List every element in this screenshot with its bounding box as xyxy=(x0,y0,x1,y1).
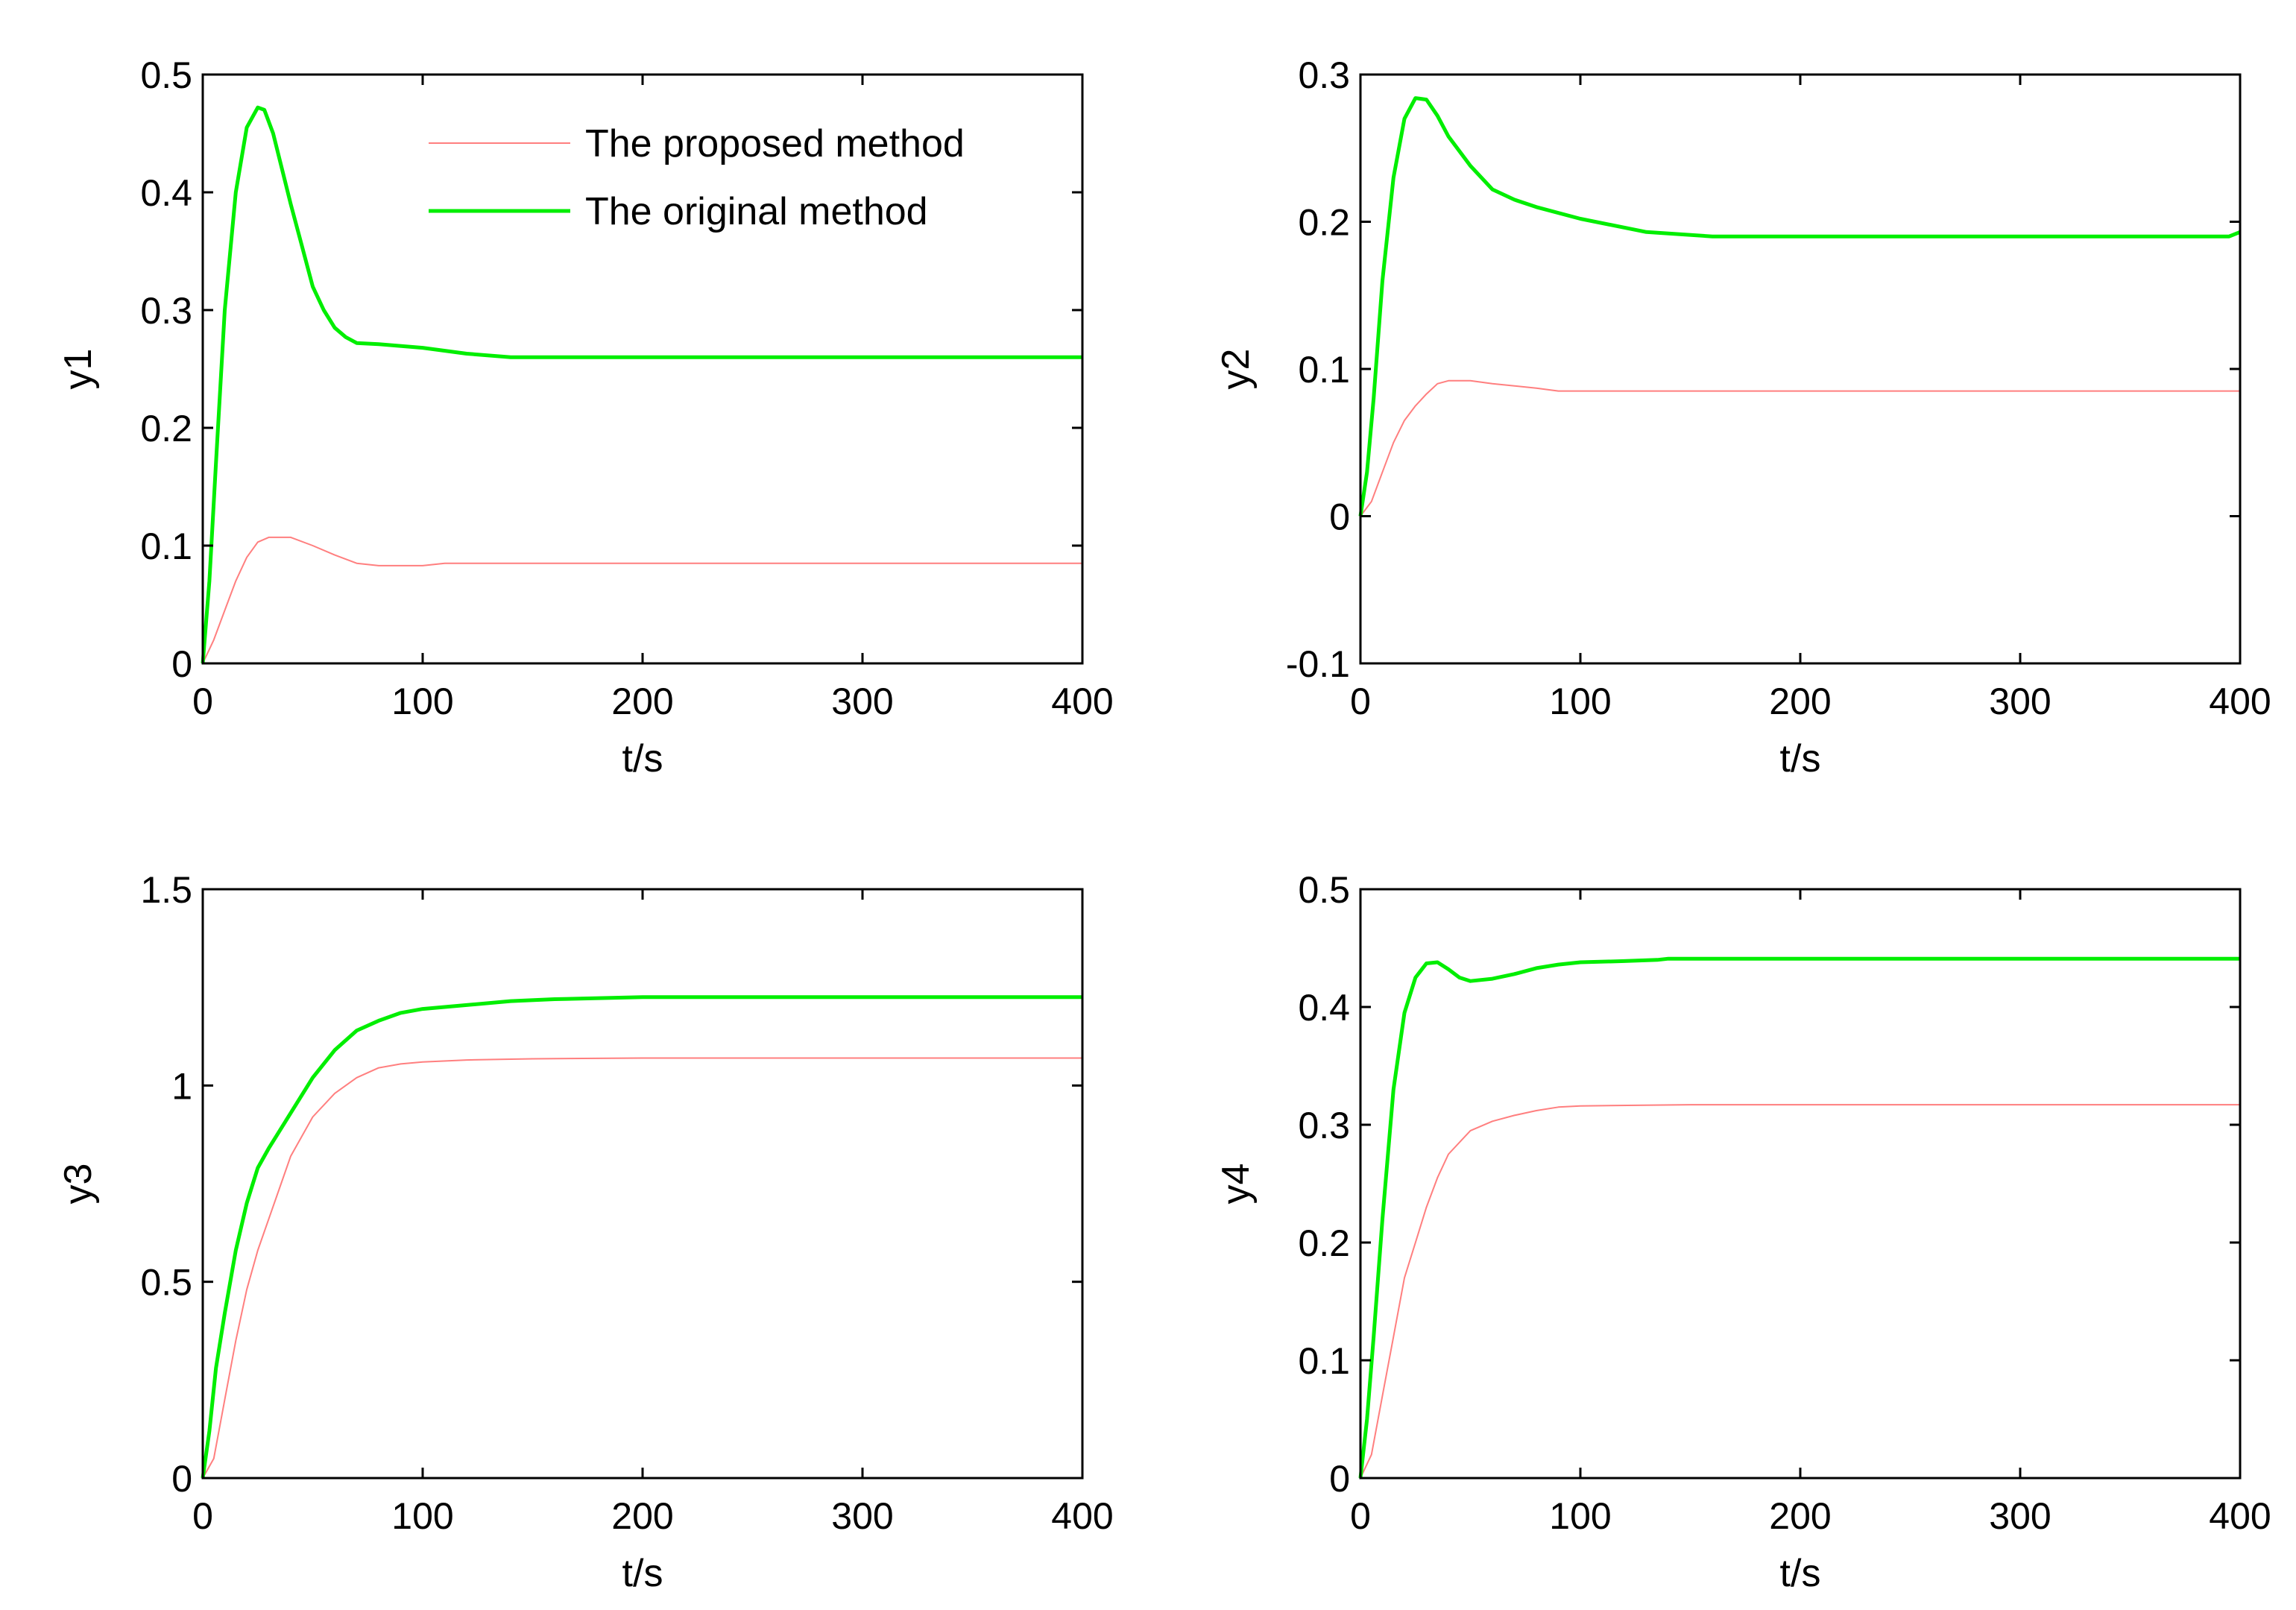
series-line-the-original-method xyxy=(1358,956,2240,1479)
series-line-the-proposed-method xyxy=(1360,1104,2240,1479)
y-axis-label: y3 xyxy=(57,1164,100,1205)
y-tick-label: 0.5 xyxy=(140,1262,192,1304)
y-tick-label: 0.1 xyxy=(1298,349,1350,391)
x-tick-label: 200 xyxy=(1769,681,1831,722)
y-axis-label: y4 xyxy=(1214,1164,1258,1205)
y-tick-label: 0 xyxy=(1329,496,1350,538)
x-axis-label: t/s xyxy=(1780,737,1821,780)
y-tick-label: 0 xyxy=(1329,1458,1350,1500)
legend-label-proposed: The proposed method xyxy=(585,122,965,165)
y-tick-label: 0.5 xyxy=(1298,869,1350,911)
y-tick-label: 0.3 xyxy=(140,290,192,332)
y-tick-label: 0.5 xyxy=(140,54,192,96)
x-tick-label: 100 xyxy=(391,1495,453,1537)
x-tick-label: 0 xyxy=(1350,681,1371,722)
series-line-the-proposed-method xyxy=(202,536,1082,664)
y-tick-label: 0 xyxy=(171,643,192,685)
y-tick-label: 0.1 xyxy=(140,525,192,567)
x-tick-label: 400 xyxy=(1051,1495,1113,1537)
y-tick-label: 0.4 xyxy=(1298,987,1350,1029)
x-tick-label: 100 xyxy=(1549,681,1611,722)
y-tick-label: 0.2 xyxy=(1298,1222,1350,1264)
x-tick-label: 200 xyxy=(611,1495,673,1537)
subplot-y2: 0 100 200 300 400-0.100.10.20.3 t/s y2 xyxy=(1214,54,2271,780)
y-tick-label: 0.1 xyxy=(1298,1340,1350,1382)
subplot-y1: 0 100 200 300 400 0 0.1 0.2 0.3 0.4 0.5 t/s y1 The… xyxy=(57,54,1114,780)
y-axis-label: y1 xyxy=(57,349,100,390)
x-tick-label: 100 xyxy=(391,681,453,722)
series-line-the-proposed-method xyxy=(1360,379,2240,517)
y-tick-label: 1 xyxy=(171,1065,192,1107)
x-tick-label: 100 xyxy=(1549,1495,1611,1537)
x-tick-label: 200 xyxy=(611,681,673,722)
series-line-the-original-method xyxy=(1358,96,2241,517)
y-tick-label: 0.4 xyxy=(140,172,192,214)
y-tick-label: 0.3 xyxy=(1298,54,1350,96)
series-line-the-original-method xyxy=(201,105,1082,664)
x-tick-label: 400 xyxy=(1051,681,1113,722)
x-axis-label: t/s xyxy=(622,737,663,780)
x-tick-label: 400 xyxy=(2209,1495,2271,1537)
x-axis-label: t/s xyxy=(622,1552,663,1595)
y-tick-label: 0.2 xyxy=(140,408,192,449)
subplot-y3: 0 100 200 300 400 0 0.5 1 1.5 t/s y3 xyxy=(57,869,1114,1595)
x-tick-label: 300 xyxy=(1989,681,2051,722)
y-tick-label: 0.3 xyxy=(1298,1105,1350,1146)
x-tick-label: 300 xyxy=(1989,1495,2051,1537)
subplot-y4: 0 100 200 300 400 0 0.1 0.2 0.3 0.4 0.5 t/s y4 xyxy=(1214,869,2271,1595)
y-tick-label: 0.2 xyxy=(1298,202,1350,244)
x-tick-label: 300 xyxy=(831,1495,893,1537)
y-tick-label: -0.1 xyxy=(1286,643,1350,685)
x-tick-label: 400 xyxy=(2209,681,2271,722)
series-line-the-proposed-method xyxy=(202,1057,1082,1479)
y-axis-label: y2 xyxy=(1214,349,1258,390)
x-tick-label: 0 xyxy=(1350,1495,1371,1537)
y-tick-label: 0 xyxy=(171,1458,192,1500)
y-tick-label: 1.5 xyxy=(140,869,192,911)
legend: The proposed method The original method xyxy=(429,122,965,233)
legend-label-original: The original method xyxy=(585,190,928,233)
x-axis-label: t/s xyxy=(1780,1552,1821,1595)
x-tick-label: 0 xyxy=(192,681,213,722)
x-tick-label: 0 xyxy=(192,1495,213,1537)
series-line-the-original-method xyxy=(201,995,1082,1479)
x-tick-label: 200 xyxy=(1769,1495,1831,1537)
x-tick-label: 300 xyxy=(831,681,893,722)
